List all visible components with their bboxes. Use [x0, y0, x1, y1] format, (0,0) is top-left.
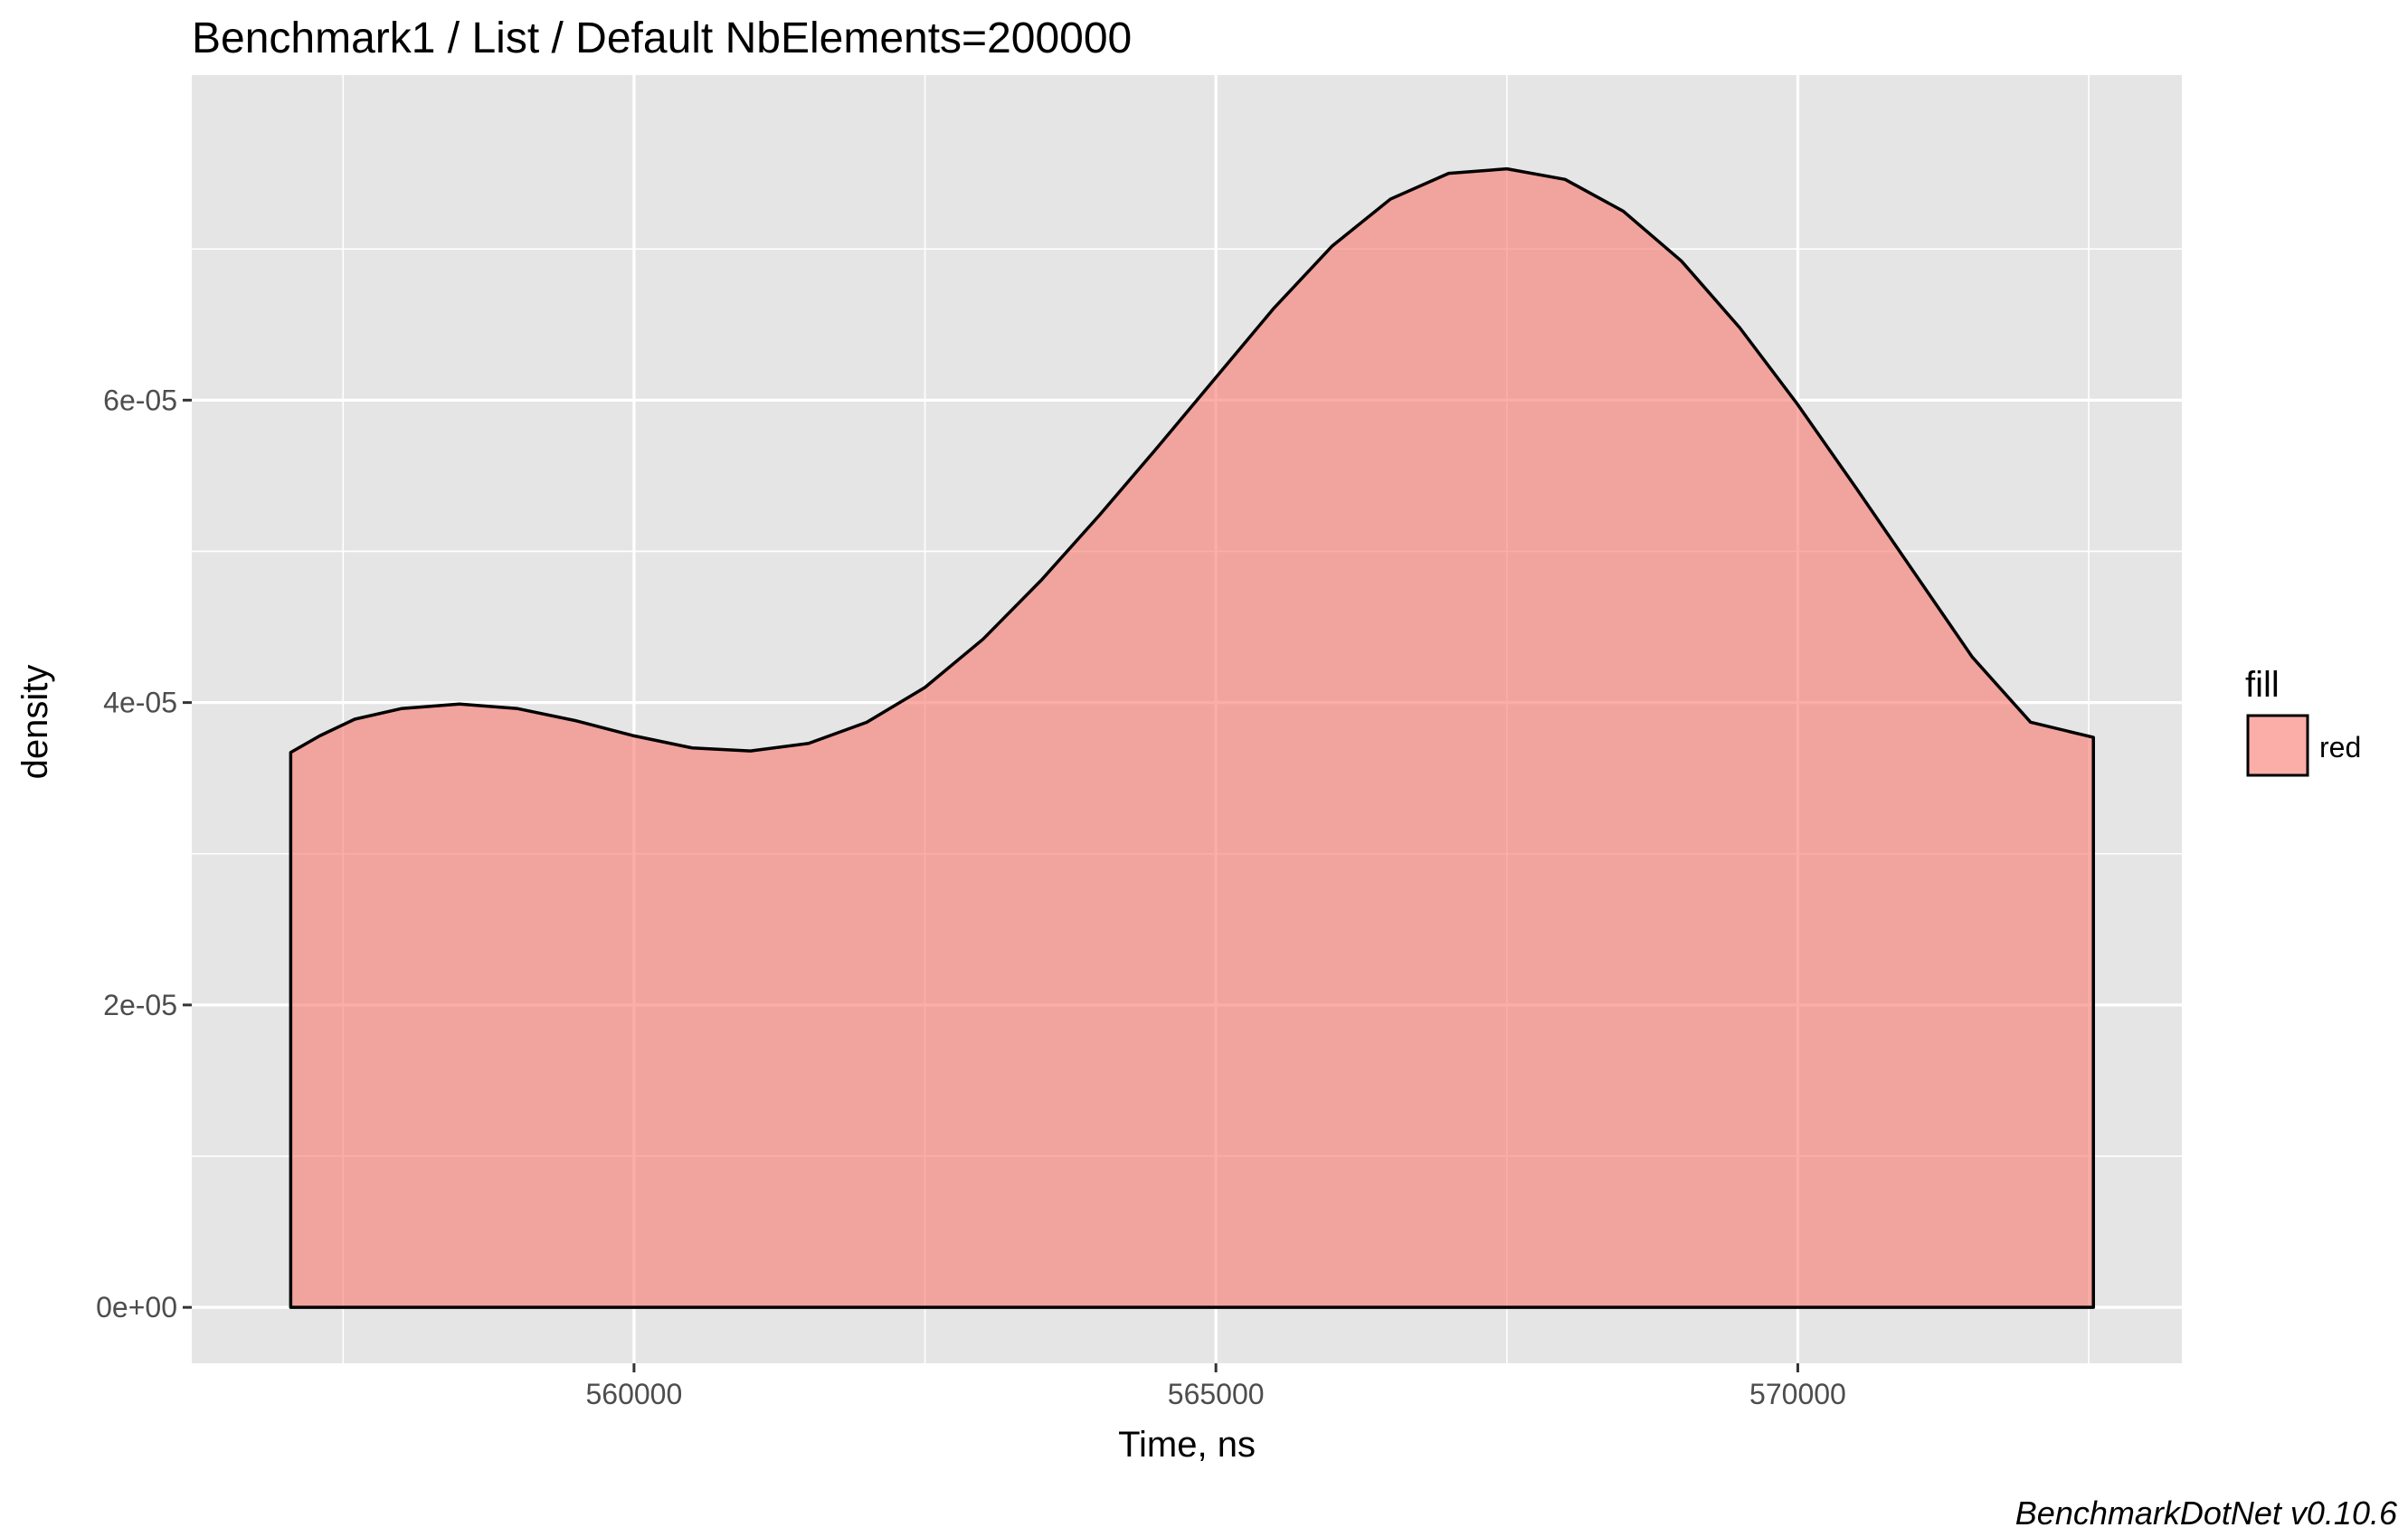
x-tick-label: 560000	[585, 1378, 682, 1410]
y-tick-label: 0e+00	[96, 1291, 177, 1324]
chart-title: Benchmark1 / List / Default NbElements=2…	[192, 14, 1132, 62]
density-area	[289, 166, 2095, 1309]
legend-title: fill	[2245, 665, 2280, 705]
y-tick-label: 6e-05	[103, 384, 177, 416]
x-axis: 560000 565000 570000	[585, 1363, 1846, 1410]
y-axis: 0e+00 2e-05 4e-05 6e-05	[96, 384, 192, 1324]
y-axis-title: density	[15, 665, 55, 780]
x-tick-label: 570000	[1749, 1378, 1846, 1410]
caption: BenchmarkDotNet v0.10.6	[2015, 1494, 2398, 1532]
legend: fill red	[2245, 665, 2361, 777]
x-tick-label: 565000	[1168, 1378, 1265, 1410]
y-tick-label: 2e-05	[103, 989, 177, 1021]
y-tick-label: 4e-05	[103, 687, 177, 719]
legend-key-red	[2246, 714, 2309, 777]
legend-label-red: red	[2319, 731, 2361, 764]
x-axis-title: Time, ns	[1118, 1425, 1256, 1465]
